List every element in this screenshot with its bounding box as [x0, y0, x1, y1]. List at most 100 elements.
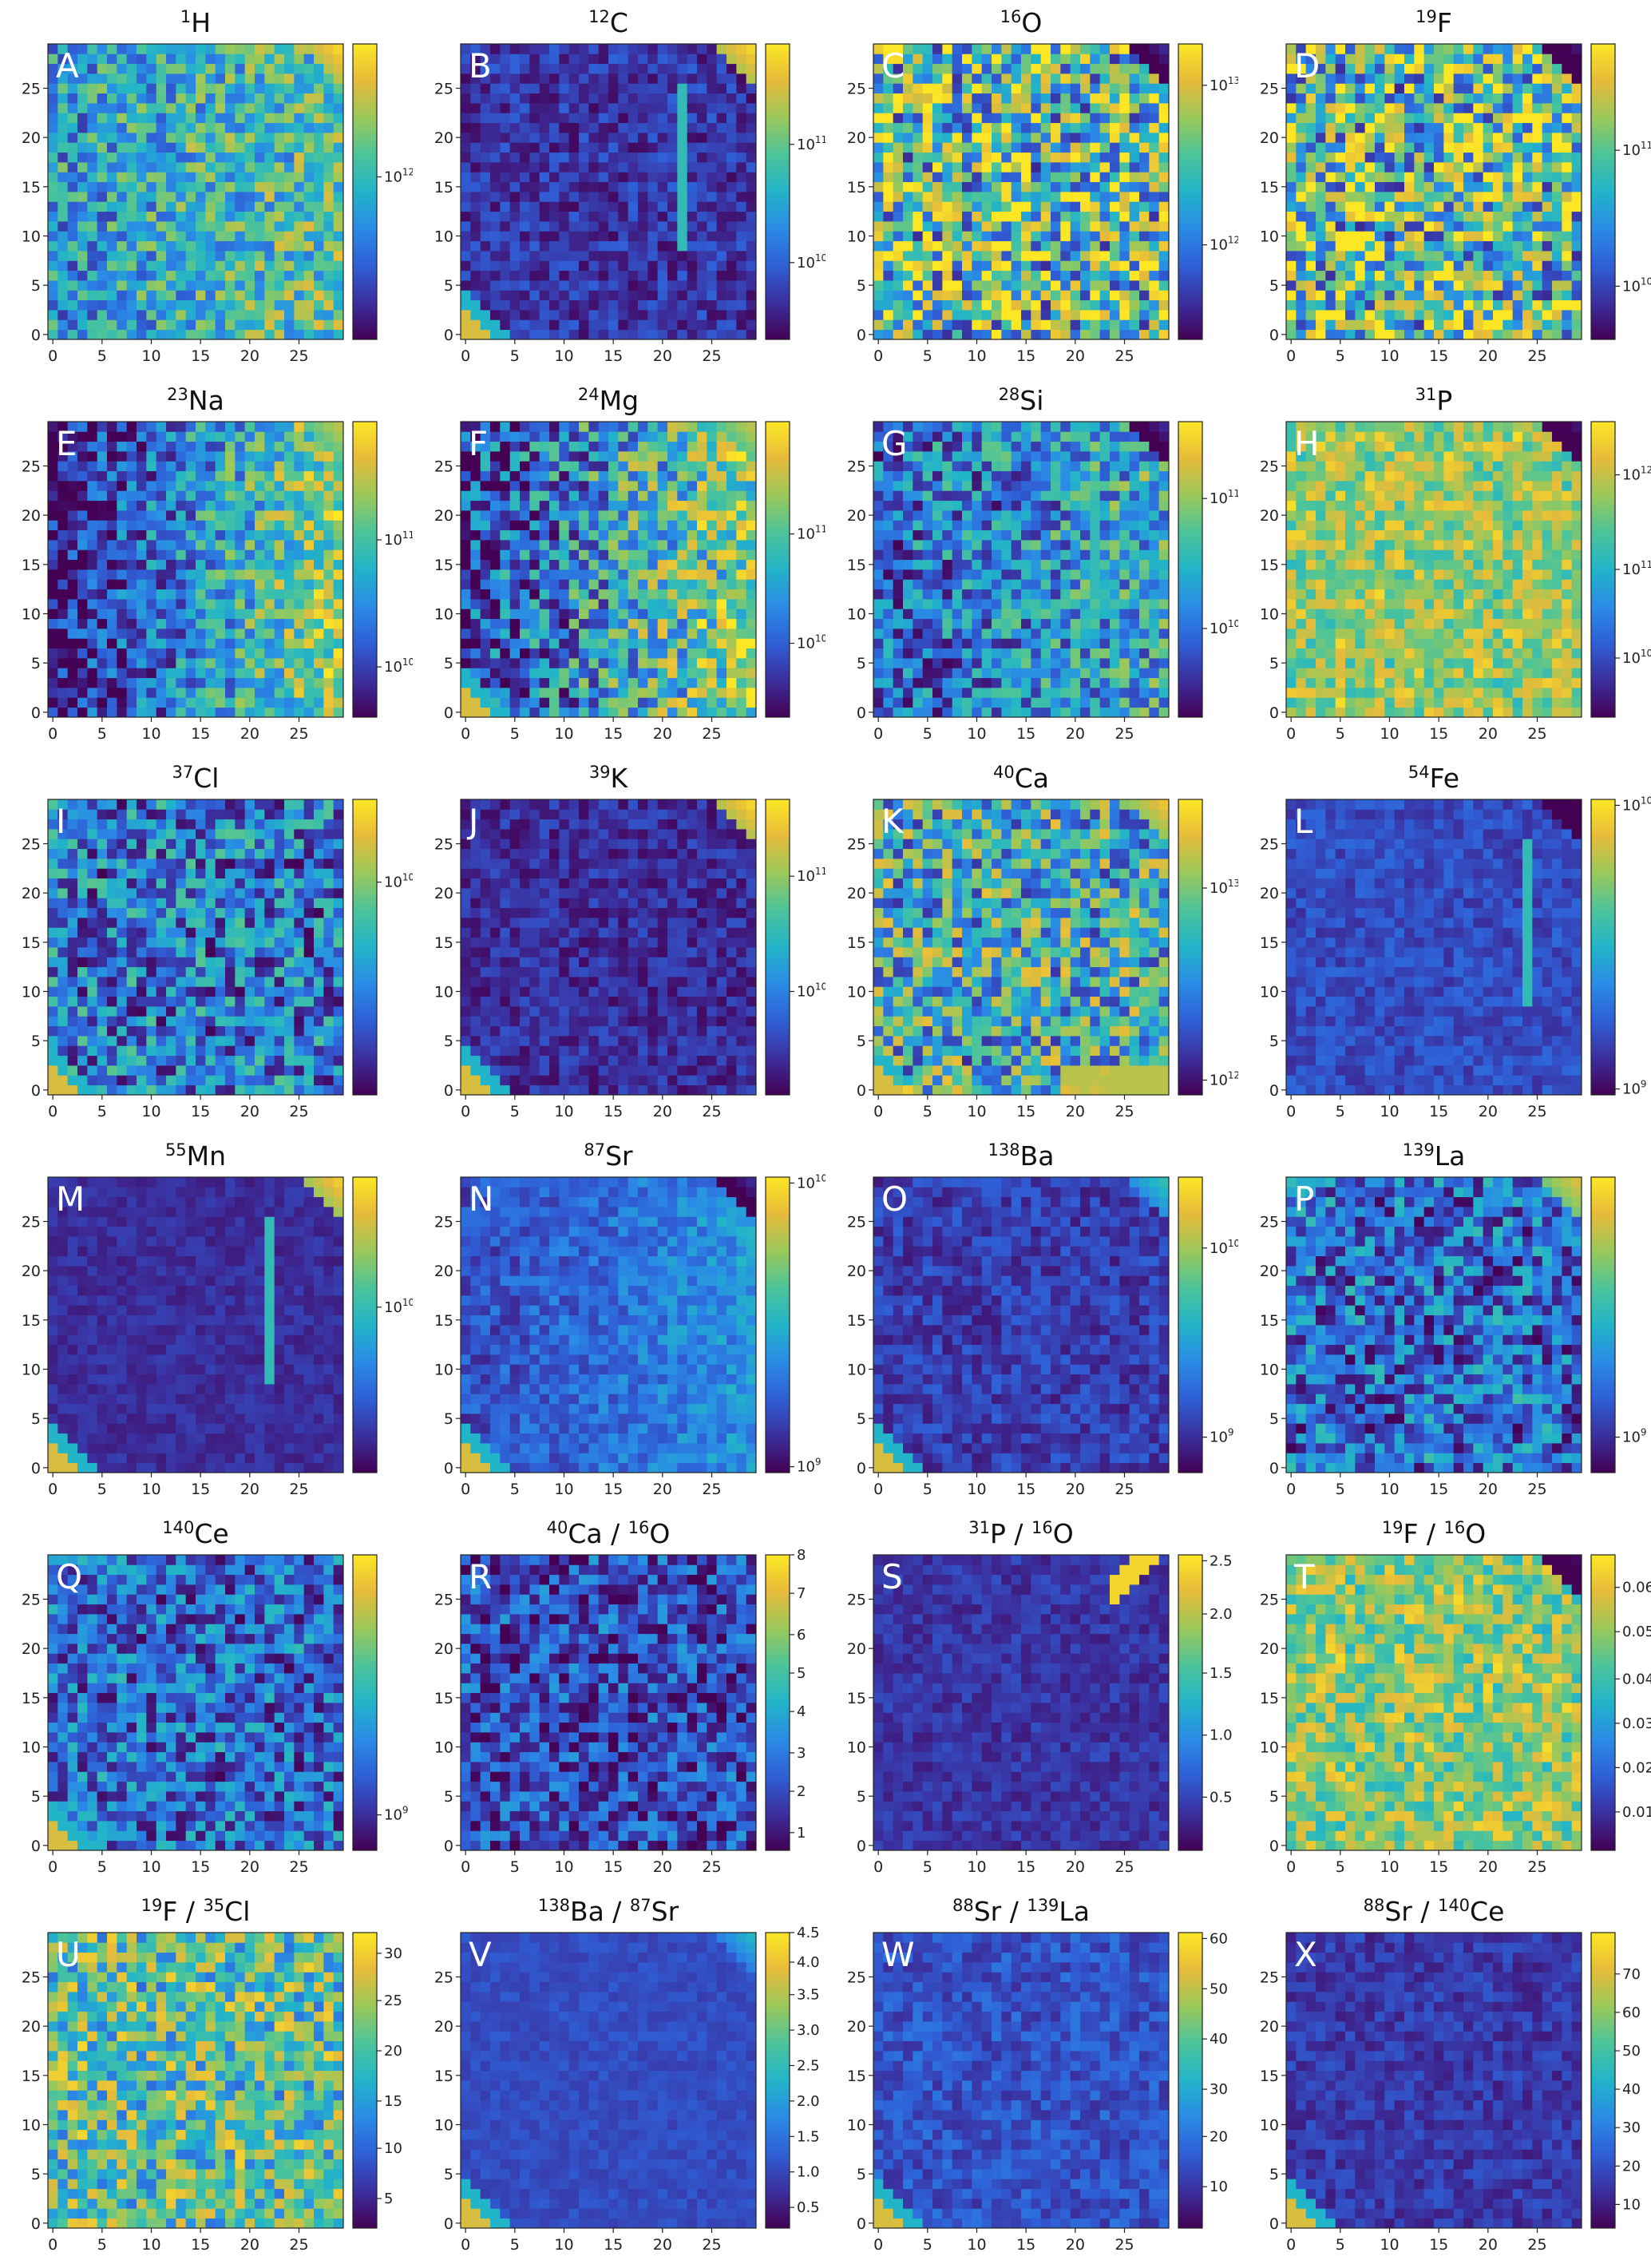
heatmap-cell: [727, 319, 737, 331]
heatmap-cell: [480, 152, 491, 163]
heatmap-cell: [274, 299, 285, 311]
heatmap-cell: [67, 103, 78, 113]
heatmap-cell: [1532, 63, 1543, 74]
heatmap-cell: [264, 609, 275, 620]
heatmap-cell: [1443, 93, 1455, 104]
heatmap-cell: [1129, 240, 1140, 252]
heatmap-cell: [77, 529, 88, 541]
heatmap-cell: [97, 299, 108, 311]
heatmap-cell: [1040, 142, 1051, 153]
heatmap-cell: [314, 579, 324, 590]
heatmap-cell: [166, 658, 176, 668]
heatmap-cell: [470, 172, 481, 183]
heatmap-cell: [981, 240, 992, 252]
heatmap-cell: [176, 677, 187, 688]
heatmap-cell: [1325, 260, 1336, 272]
heatmap-cell: [97, 529, 108, 541]
heatmap-cell: [1375, 221, 1385, 232]
heatmap-cell: [628, 697, 639, 708]
heatmap-cell: [490, 668, 501, 679]
heatmap-cell: [1443, 280, 1455, 291]
heatmap-cell: [303, 201, 315, 212]
heatmap-cell: [657, 618, 668, 629]
heatmap-cell: [196, 270, 206, 281]
heatmap-cell: [284, 609, 295, 620]
heatmap-cell: [333, 122, 344, 133]
heatmap-cell: [333, 481, 344, 491]
heatmap-cell: [579, 260, 589, 272]
heatmap-cell: [883, 290, 894, 301]
heatmap-cell: [77, 231, 88, 242]
heatmap-cell: [117, 73, 128, 84]
heatmap-cell: [1316, 240, 1326, 252]
x-tick-label: 5: [923, 347, 932, 365]
heatmap-cell: [529, 231, 540, 242]
heatmap-cell: [559, 697, 570, 708]
heatmap-cell: [588, 122, 600, 133]
heatmap-cell: [1532, 240, 1543, 252]
heatmap-cell: [677, 201, 688, 212]
heatmap-cell: [746, 270, 757, 281]
heatmap-cell: [1414, 211, 1425, 222]
heatmap-cell: [1493, 152, 1503, 163]
heatmap-cell: [107, 122, 117, 133]
heatmap-cell: [264, 470, 275, 482]
heatmap-cell: [1158, 319, 1170, 331]
heatmap-cell: [1286, 181, 1297, 192]
heatmap-cell: [303, 329, 315, 340]
heatmap-cell: [205, 162, 216, 172]
heatmap-cell: [294, 231, 305, 242]
heatmap-cell: [215, 540, 226, 550]
heatmap-cell: [687, 290, 698, 301]
heatmap-cell: [628, 152, 639, 163]
heatmap-cell: [1296, 142, 1307, 153]
heatmap-cell: [549, 319, 560, 331]
heatmap-cell: [500, 668, 511, 679]
heatmap-cell: [1139, 181, 1150, 192]
heatmap-cell: [559, 658, 570, 668]
heatmap-cell: [284, 599, 295, 609]
heatmap-cell: [981, 319, 992, 331]
heatmap-cell: [314, 152, 324, 163]
heatmap-cell: [107, 618, 117, 629]
heatmap-cell: [1296, 54, 1307, 65]
heatmap-cell: [176, 441, 187, 452]
heatmap-cell: [126, 529, 137, 541]
x-tick-label: 25: [289, 725, 308, 743]
heatmap-cell: [539, 133, 550, 143]
heatmap-cell: [107, 470, 117, 482]
x-tick-label: 20: [653, 347, 672, 365]
heatmap-cell: [1021, 231, 1031, 242]
heatmap-cell: [1364, 133, 1376, 143]
heatmap-cell: [205, 142, 216, 153]
heatmap-cell: [707, 133, 718, 143]
heatmap-cell: [1512, 280, 1523, 291]
heatmap-cell: [697, 628, 707, 639]
heatmap-cell: [559, 280, 570, 291]
heatmap-cell: [176, 579, 187, 590]
heatmap-cell: [1532, 260, 1543, 272]
heatmap-cell: [235, 677, 246, 688]
heatmap-cell: [559, 668, 570, 679]
heatmap-cell: [333, 270, 344, 281]
heatmap-cell: [657, 240, 668, 252]
heatmap-cell: [618, 618, 629, 629]
heatmap-cell: [942, 83, 953, 94]
heatmap-cell: [913, 221, 924, 232]
heatmap-cell: [746, 152, 757, 163]
heatmap-cell: [1296, 192, 1307, 202]
heatmap-cell: [461, 181, 471, 192]
heatmap-cell: [647, 181, 659, 192]
heatmap-cell: [185, 113, 196, 124]
heatmap-panel-b: 12C B 0 5 10 15 20 25 0 5 10 15 20 25 1011 1010: [413, 0, 826, 378]
heatmap-cell: [57, 54, 69, 65]
heatmap-cell: [1011, 122, 1022, 133]
heatmap-cell: [117, 270, 128, 281]
heatmap-cell: [126, 481, 137, 491]
heatmap-cell: [1021, 211, 1031, 222]
heatmap-cell: [215, 329, 226, 340]
heatmap-cell: [647, 270, 659, 281]
heatmap-cell: [117, 319, 128, 331]
heatmap-cell: [549, 628, 560, 639]
heatmap-cell: [1139, 211, 1150, 222]
